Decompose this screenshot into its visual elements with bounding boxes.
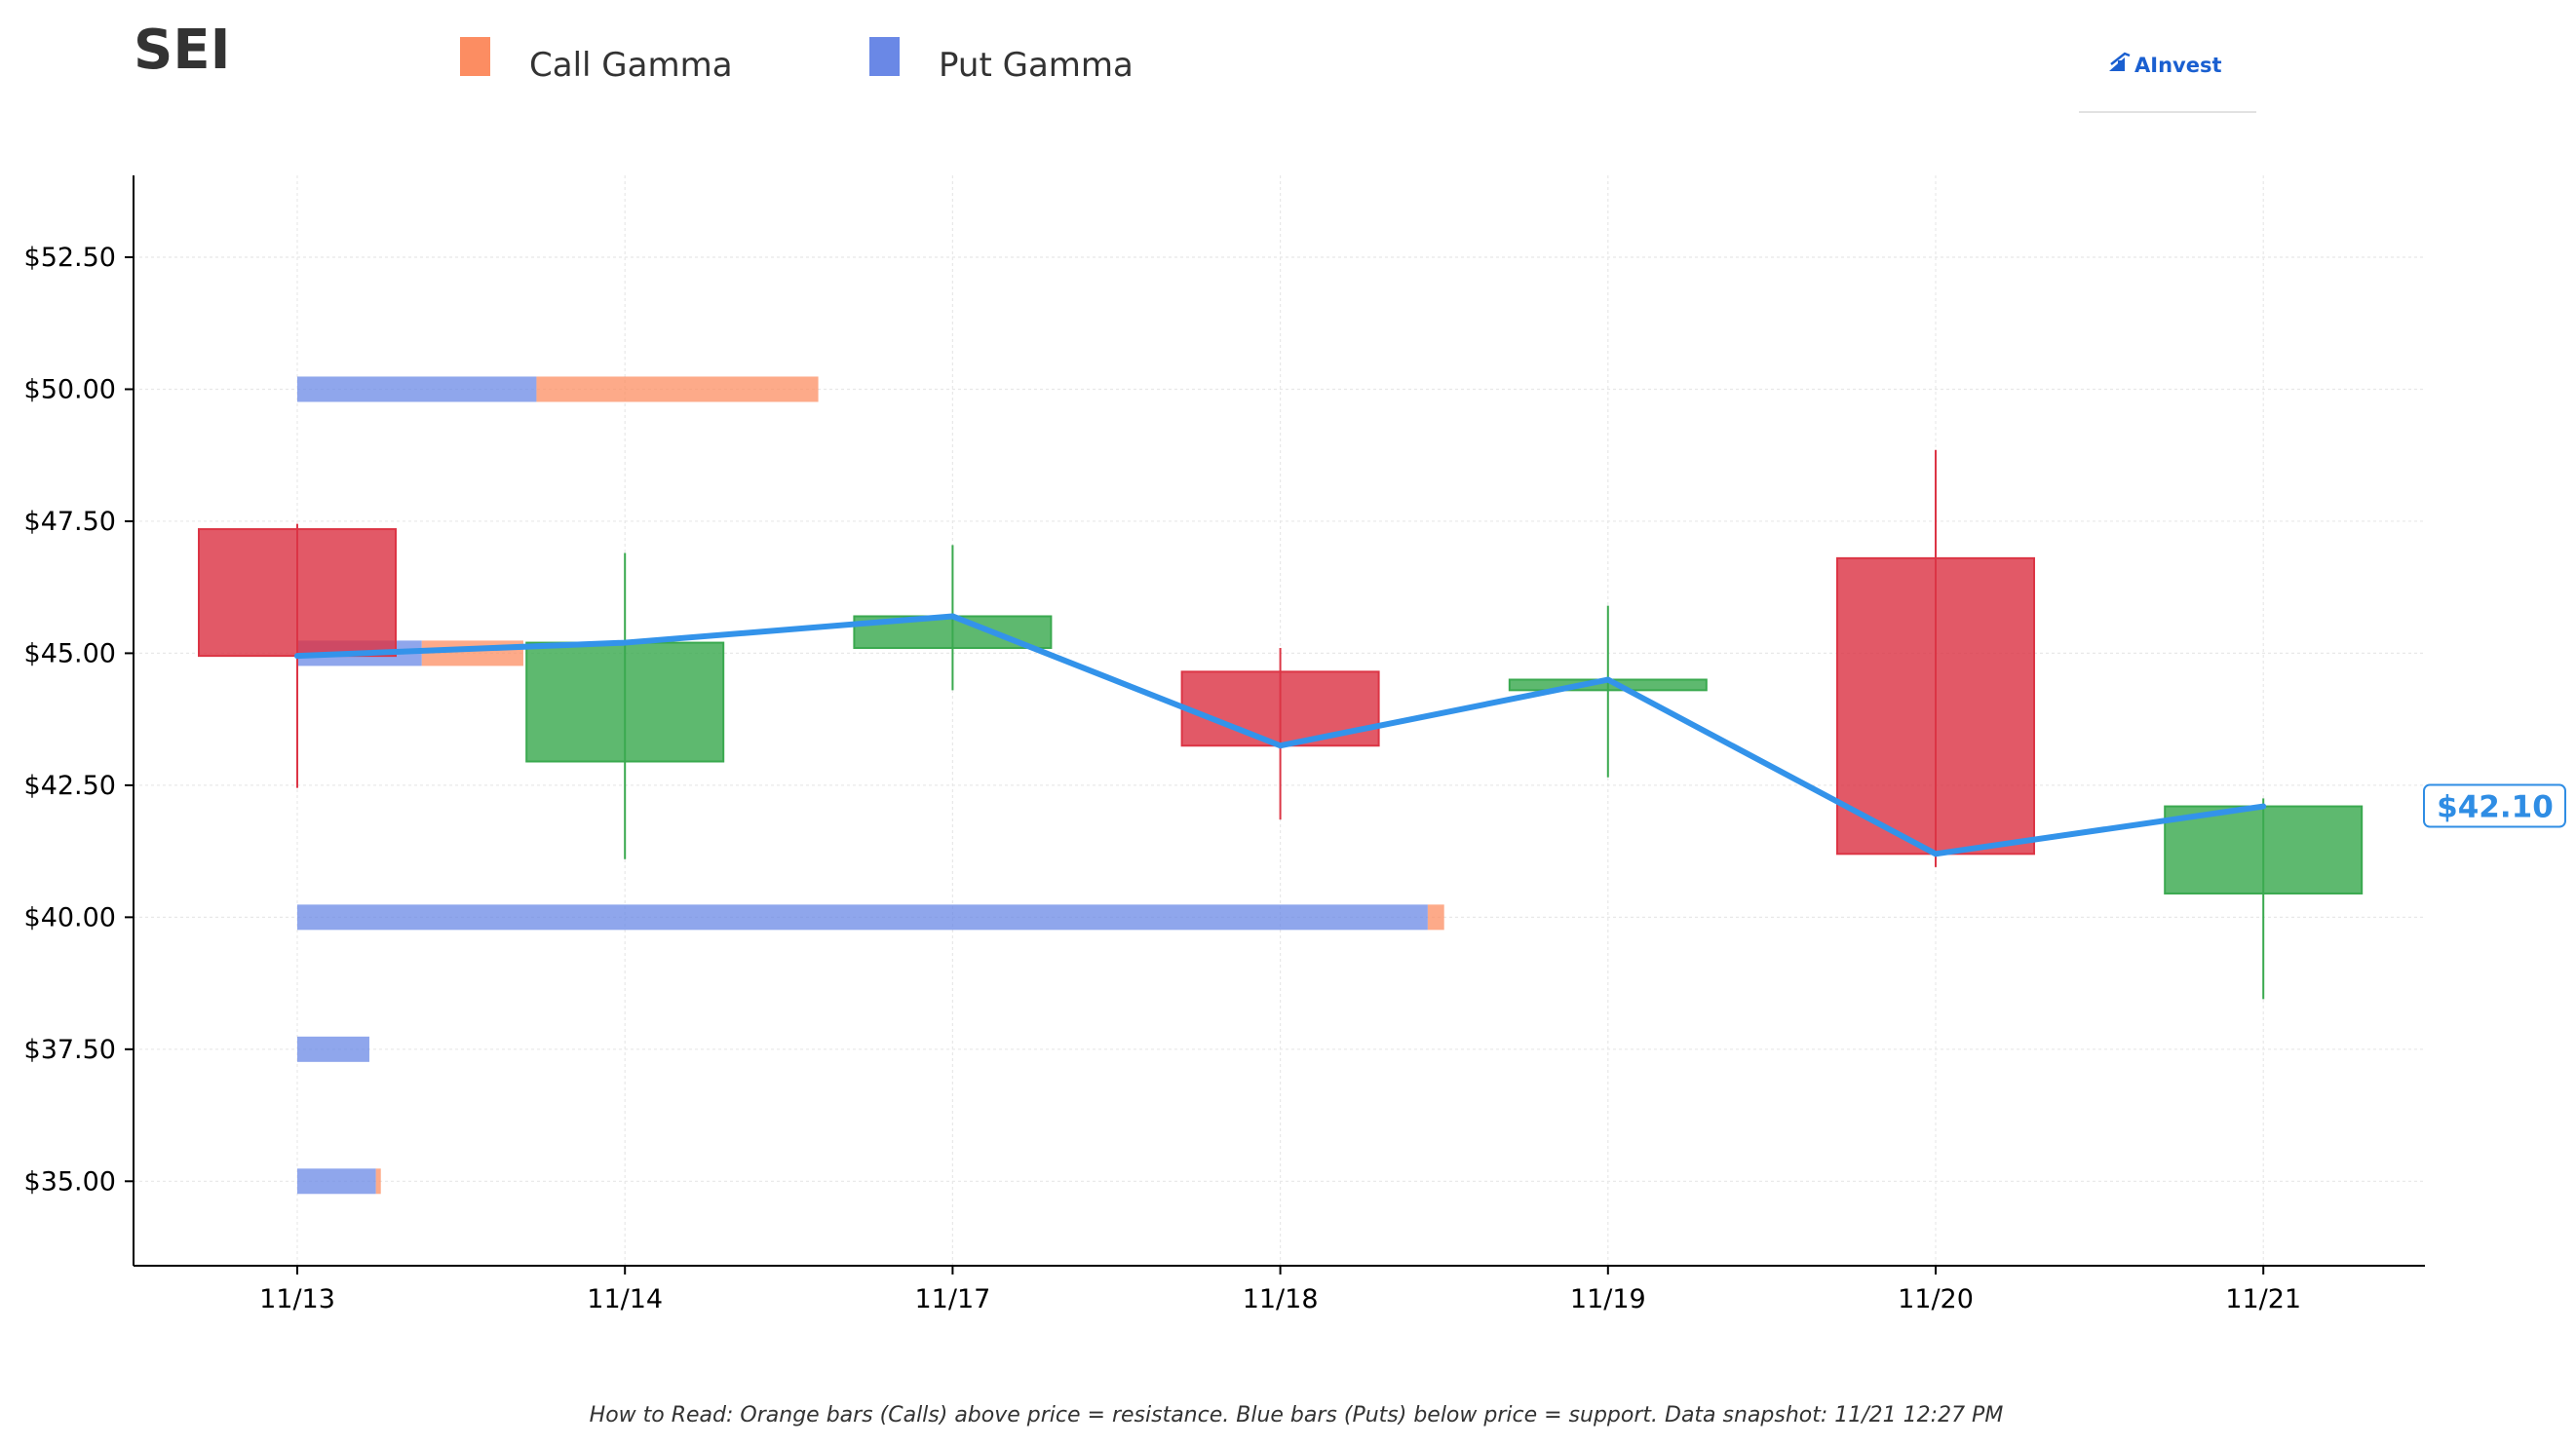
close-line bbox=[294, 613, 2267, 857]
candle-body bbox=[1836, 556, 2035, 856]
x-tick-label: 11/13 bbox=[259, 1284, 335, 1314]
x-tick-label: 11/21 bbox=[2225, 1284, 2301, 1314]
y-tick-label: $45.00 bbox=[24, 638, 116, 668]
put-gamma-bar bbox=[297, 1168, 376, 1195]
x-tick-label: 11/18 bbox=[1243, 1284, 1319, 1314]
call-gamma-bar bbox=[536, 376, 819, 402]
candle-body bbox=[2164, 805, 2364, 894]
gamma-bars bbox=[297, 376, 1444, 1195]
axes: $35.00 $37.50 $40.00 $42.50 $45.00 $47.50 $50.… bbox=[24, 175, 2425, 1314]
candlesticks bbox=[198, 449, 2364, 1000]
legend-call-swatch bbox=[460, 37, 490, 76]
y-tick-label: $35.00 bbox=[24, 1166, 116, 1197]
y-tick-label: $47.50 bbox=[24, 507, 116, 537]
legend-put-label: Put Gamma bbox=[939, 46, 1134, 85]
candle-body bbox=[198, 528, 397, 658]
y-tick-label: $37.50 bbox=[24, 1035, 116, 1065]
legend: Call Gamma Put Gamma bbox=[460, 37, 1134, 85]
footnote: How to Read: Orange bars (Calls) above p… bbox=[590, 1403, 2004, 1427]
put-gamma-bar bbox=[297, 1036, 369, 1062]
price-tag-label: $42.10 bbox=[2437, 790, 2554, 825]
brand-logo: AInvest bbox=[2079, 52, 2256, 113]
y-tick-label: $42.50 bbox=[24, 771, 116, 801]
call-gamma-bar bbox=[375, 1168, 381, 1195]
close-price-line bbox=[294, 613, 2267, 857]
put-gamma-bar bbox=[297, 904, 1428, 931]
x-tick-label: 11/14 bbox=[587, 1284, 663, 1314]
x-tick-label: 11/17 bbox=[914, 1284, 990, 1314]
x-tick-label: 11/20 bbox=[1898, 1284, 1974, 1314]
y-tick-label: $50.00 bbox=[24, 374, 116, 404]
legend-put-swatch bbox=[869, 37, 900, 76]
ainvest-logo-icon bbox=[2109, 52, 2131, 71]
call-gamma-bar bbox=[1427, 904, 1444, 931]
brand-name: AInvest bbox=[2134, 54, 2222, 77]
put-gamma-bar bbox=[297, 376, 537, 402]
call-gamma-bar bbox=[421, 640, 523, 666]
y-tick-label: $52.50 bbox=[24, 243, 116, 273]
y-tick-label: $40.00 bbox=[24, 902, 116, 932]
price-tag-box bbox=[2423, 783, 2566, 828]
candle-body bbox=[525, 641, 725, 763]
legend-call-label: Call Gamma bbox=[529, 46, 733, 85]
price-tag: $42.10 bbox=[2423, 783, 2566, 828]
chart-title: SEI bbox=[134, 19, 230, 82]
x-tick-label: 11/19 bbox=[1570, 1284, 1646, 1314]
